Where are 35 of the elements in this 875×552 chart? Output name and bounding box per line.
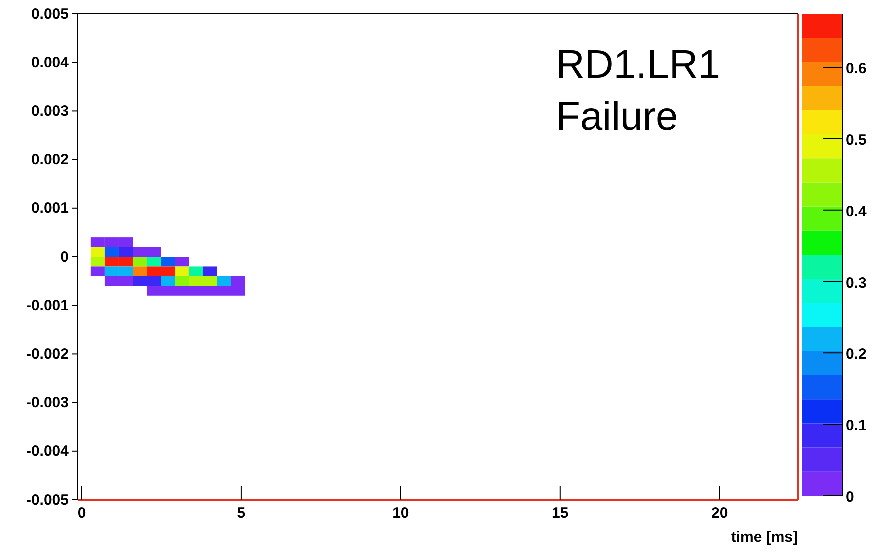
y-tick-label: 0.001	[31, 200, 69, 218]
point	[133, 276, 148, 286]
point	[189, 276, 204, 286]
x-tick-label: 20	[712, 505, 728, 522]
color-bar-label: 0.4	[846, 203, 868, 220]
color-bar-label: 0	[846, 489, 854, 506]
y-tick-label: 0.003	[31, 103, 69, 120]
x-axis-title: time [ms]	[731, 529, 798, 546]
point	[203, 276, 218, 286]
y-tick-label: -0.003	[26, 394, 69, 412]
y-tick-label: -0.004	[26, 443, 70, 460]
y-tick-label: -0.005	[26, 492, 69, 509]
color-bar-label: 0.3	[846, 274, 867, 292]
x-tick-label: 10	[392, 505, 410, 522]
y-tick-label: -0.001	[26, 297, 69, 314]
y-tick-label: 0	[60, 248, 69, 266]
point	[217, 276, 232, 286]
y-tick-label: 0.004	[31, 54, 70, 72]
y-tick-label: -0.002	[26, 346, 69, 363]
y-tick-label: 0.005	[31, 6, 69, 23]
color-bar-label: 0.6	[846, 60, 867, 78]
point	[231, 276, 246, 286]
x-tick-label: 5	[237, 505, 246, 522]
color-bar-label: 0.2	[846, 346, 867, 364]
color-bar-label: 0.5	[846, 132, 867, 149]
point	[147, 276, 162, 286]
x-tick-label: 0	[78, 505, 86, 522]
point	[161, 276, 176, 286]
point	[118, 276, 134, 286]
annotation: RD1.LR1 Failure	[556, 43, 721, 139]
color-bar-label: 0.1	[846, 418, 867, 435]
point	[104, 276, 119, 286]
y-tick-label: 0.002	[31, 152, 69, 169]
point	[175, 276, 190, 286]
x-tick-label: 15	[552, 505, 569, 522]
